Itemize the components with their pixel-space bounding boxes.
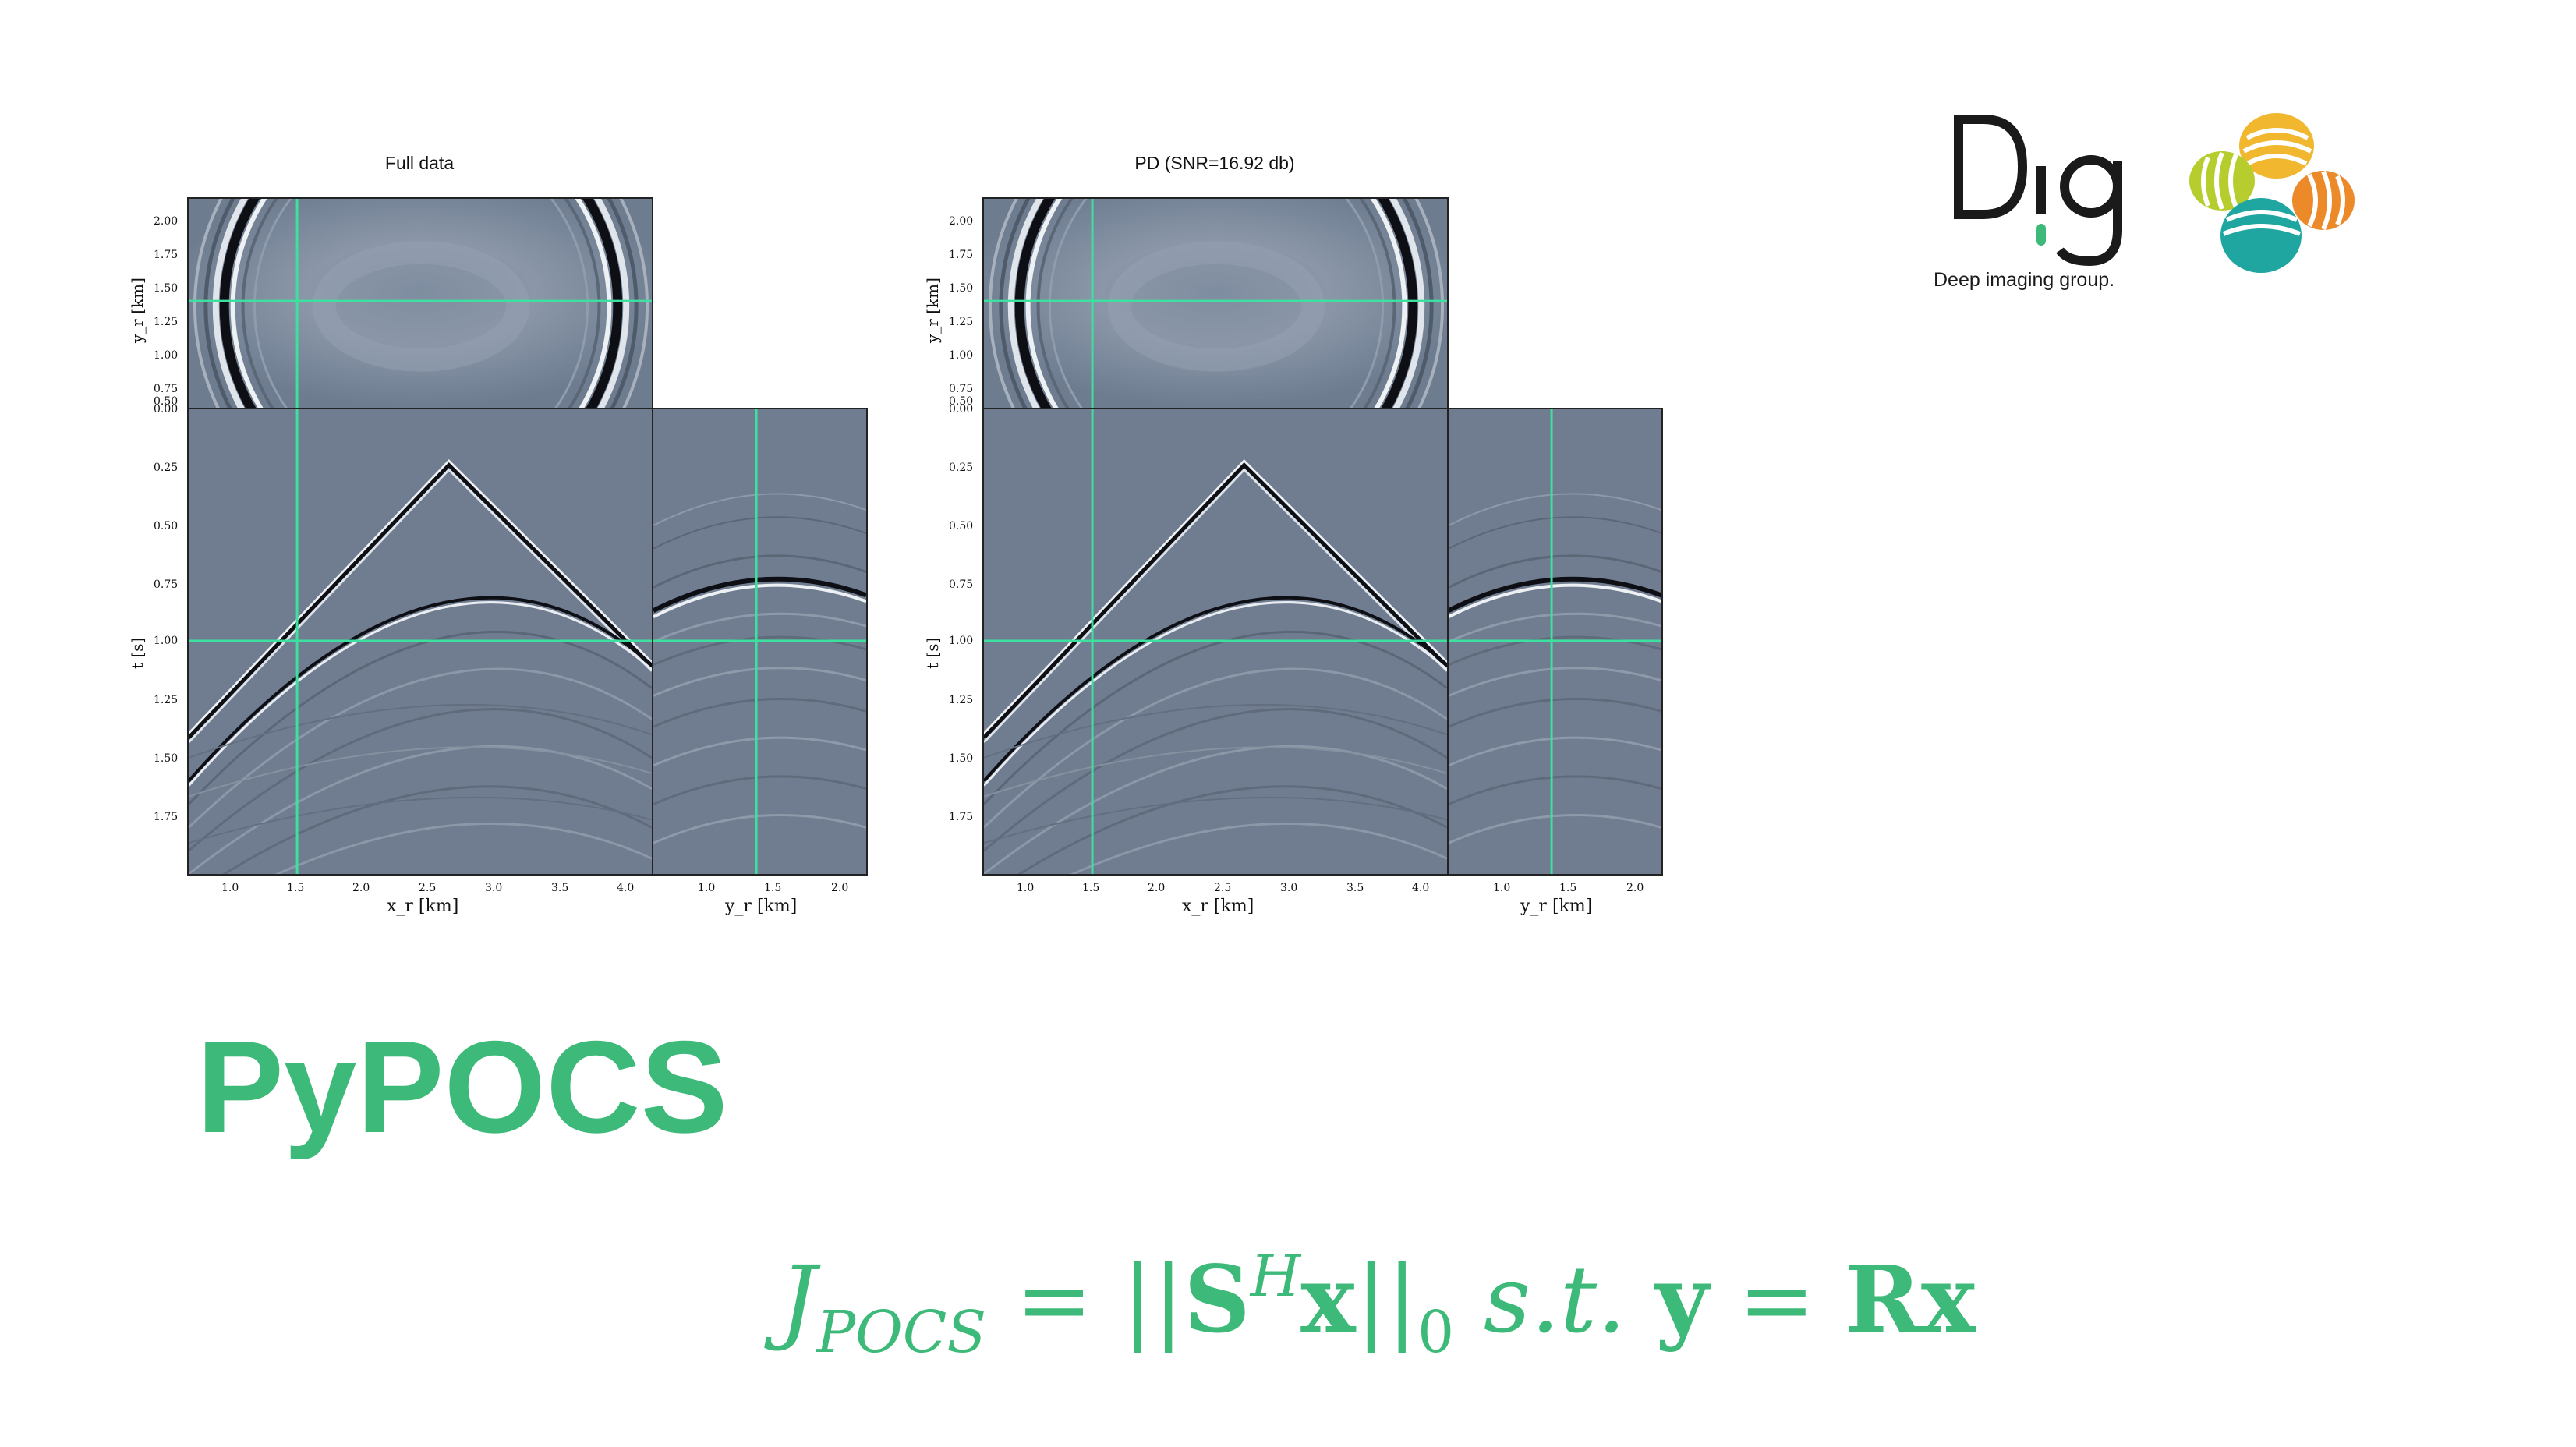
panel-pd: PD (SNR=16.92 db)	[795, 0, 1684, 936]
ytick-label: 0.75	[154, 383, 179, 395]
ytick-label: 1.50	[949, 752, 974, 765]
ytick-label: 0.50	[154, 520, 179, 532]
xtick-label: 2.0	[352, 882, 370, 894]
formula-equals: =	[1708, 1246, 1845, 1353]
formula-st: s.t.	[1454, 1246, 1656, 1353]
xtick-label: 1.0	[221, 882, 239, 894]
formula-x: x	[1300, 1245, 1356, 1353]
crossline-section-plot	[1447, 408, 1663, 876]
ytick-label: 0.00	[949, 403, 974, 416]
formula-norm-close: ||	[1355, 1246, 1418, 1353]
xtick-label: 1.5	[1559, 882, 1577, 894]
crossline-section-plot	[652, 408, 868, 876]
x-axis-label: x_r [km]	[387, 897, 459, 916]
formula-s: S	[1184, 1245, 1251, 1353]
pocs-formula: JPOCS = ||SHx||0 s.t. y = Rx	[780, 1247, 1976, 1361]
xtick-label: 1.5	[287, 882, 305, 894]
ytick-label: 1.00	[949, 349, 974, 362]
time-slice-plot	[187, 197, 653, 409]
inline-section-plot	[187, 408, 653, 876]
time-slice-plot	[982, 197, 1449, 409]
formula-j: J	[780, 1246, 817, 1353]
panel-full-data: Full data	[0, 0, 881, 936]
xtick-label: 3.5	[1346, 882, 1364, 894]
xtick-label: 2.5	[1214, 882, 1232, 894]
top-y-axis-label: y_r [km]	[923, 278, 942, 343]
ytick-label: 0.75	[949, 578, 974, 591]
mid-y-axis-label: t [s]	[128, 637, 147, 669]
ytick-label: 1.00	[949, 635, 974, 647]
ytick-label: 2.00	[949, 215, 974, 228]
formula-norm-subscript: 0	[1417, 1299, 1455, 1366]
kaust-logo	[2175, 103, 2362, 282]
xtick-label: 2.5	[419, 882, 437, 894]
panel-title: PD (SNR=16.92 db)	[1134, 153, 1295, 173]
x-axis-label: x_r [km]	[1182, 897, 1254, 916]
mid-y-axis-label: t [s]	[923, 637, 942, 669]
ytick-label: 1.25	[949, 316, 974, 328]
ytick-label: 2.00	[154, 215, 179, 228]
ytick-label: 1.75	[154, 249, 179, 261]
ytick-label: 1.75	[949, 811, 974, 823]
xtick-label: 3.0	[1280, 882, 1298, 894]
xtick-label: 1.0	[1017, 882, 1035, 894]
xtick-label: 2.0	[1148, 882, 1166, 894]
ytick-label: 0.50	[949, 395, 974, 408]
ytick-label: 1.25	[949, 694, 974, 706]
formula-r: R	[1844, 1245, 1921, 1353]
formula-s-superscript: H	[1250, 1243, 1301, 1310]
ytick-label: 1.25	[154, 694, 179, 706]
dig-logo-text: Deep imaging group.	[1934, 269, 2115, 291]
dig-mark-icon	[1954, 115, 2122, 267]
ytick-label: 1.00	[154, 349, 179, 362]
inline-section-plot	[982, 408, 1449, 876]
ytick-label: 1.25	[154, 316, 179, 328]
xtick-label: 4.0	[1412, 882, 1430, 894]
side-x-axis-label: y_r [km]	[1520, 897, 1593, 916]
side-x-axis-label: y_r [km]	[725, 897, 798, 916]
xtick-label: 1.5	[1082, 882, 1100, 894]
formula-x2: x	[1920, 1245, 1976, 1353]
dig-logo: Deep imaging group.	[1934, 105, 2152, 300]
ytick-label: 0.50	[154, 395, 179, 408]
xtick-label: 1.0	[1493, 882, 1511, 894]
top-y-axis-label: y_r [km]	[128, 278, 147, 343]
ytick-label: 1.50	[949, 282, 974, 295]
ytick-label: 0.50	[949, 520, 974, 532]
ytick-label: 1.75	[154, 811, 179, 823]
ytick-label: 1.50	[154, 282, 179, 295]
panel-title: Full data	[384, 153, 455, 173]
ytick-label: 0.00	[154, 403, 179, 416]
ytick-label: 0.25	[949, 462, 974, 474]
slide-title: PyPOCS	[196, 1014, 728, 1160]
xtick-label: 1.5	[764, 882, 782, 894]
xtick-label: 2.0	[1626, 882, 1644, 894]
kaust-flower-icon	[2189, 113, 2355, 273]
xtick-label: 1.0	[698, 882, 716, 894]
xtick-label: 4.0	[617, 882, 635, 894]
ytick-label: 0.75	[949, 383, 974, 395]
ytick-label: 1.75	[949, 249, 974, 261]
formula-y: y	[1655, 1245, 1709, 1353]
ytick-label: 0.25	[154, 462, 179, 474]
ytick-label: 0.75	[154, 578, 179, 591]
ytick-label: 1.00	[154, 635, 179, 647]
formula-equals-norm: = ||	[986, 1246, 1184, 1353]
ytick-label: 1.50	[154, 752, 179, 765]
xtick-label: 3.0	[485, 882, 503, 894]
xtick-label: 2.0	[831, 882, 849, 894]
xtick-label: 3.5	[551, 882, 569, 894]
formula-j-subscript: POCS	[816, 1299, 987, 1366]
